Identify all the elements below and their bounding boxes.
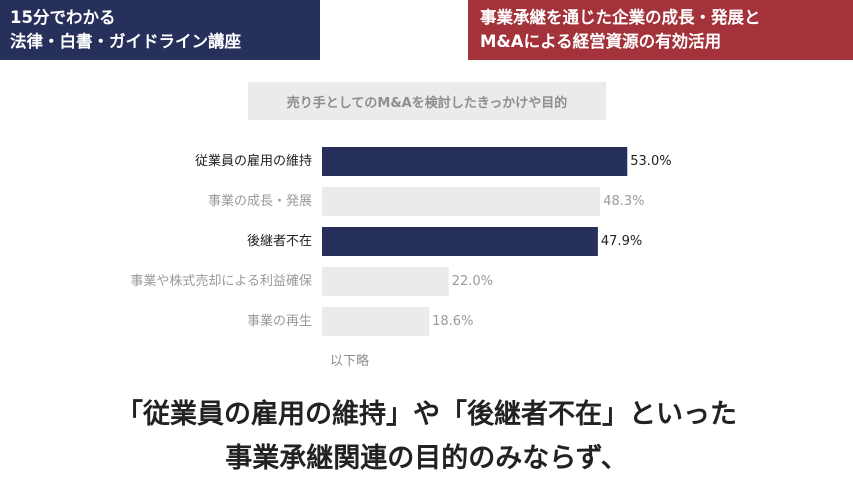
category-label-3: 後継者不在 (247, 234, 312, 249)
caption-line2: 事業承継関連の目的のみならず、 (225, 443, 628, 474)
course-series-line1: 15分でわかる (10, 8, 116, 27)
bar-2 (322, 187, 601, 216)
value-label-5: 18.6% (432, 314, 473, 329)
bar-3 (322, 227, 598, 256)
bar-5 (322, 307, 430, 336)
bar-1 (322, 147, 628, 176)
course-series-line2: 法律・白書・ガイドライン講座 (10, 32, 241, 51)
bar-4 (322, 267, 449, 296)
bar-chart: 従業員の雇用の維持 53.0% 事業の成長・発展 48.3% 後継者不在 47.9% 事業や… (130, 147, 672, 336)
caption-line1: 「従業員の雇用の維持」や「後継者不在」といった (116, 399, 737, 430)
value-label-1: 53.0% (630, 154, 671, 169)
topic-title-line1: 事業承継を通じた企業の成長・発展と (480, 8, 761, 27)
category-label-1: 従業員の雇用の維持 (195, 153, 312, 169)
value-label-4: 22.0% (452, 274, 493, 289)
topic-title-line2: M&Aによる経営資源の有効活用 (480, 32, 722, 51)
chart-footnote: 以下略 (330, 354, 370, 369)
category-label-5: 事業の再生 (247, 313, 312, 329)
topic-title-tag: 事業承継を通じた企業の成長・発展と M&Aによる経営資源の有効活用 (468, 0, 853, 60)
category-label-2: 事業の成長・発展 (208, 193, 312, 209)
value-label-2: 48.3% (603, 194, 644, 209)
chart-title: 売り手としてのM&Aを検討したきっかけや目的 (248, 82, 606, 120)
value-label-3: 47.9% (601, 234, 642, 249)
course-series-tag: 15分でわかる 法律・白書・ガイドライン講座 (0, 0, 320, 60)
category-label-4: 事業や株式売却による利益確保 (130, 273, 312, 289)
